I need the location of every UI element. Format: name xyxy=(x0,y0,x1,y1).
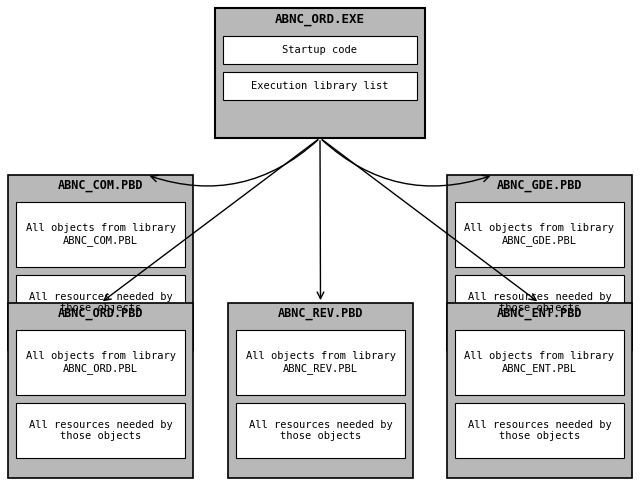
Bar xyxy=(223,36,417,64)
Text: All resources needed by
those objects: All resources needed by those objects xyxy=(248,420,392,441)
Bar xyxy=(223,72,417,100)
Text: ABNC_COM.PBD: ABNC_COM.PBD xyxy=(58,180,143,193)
Bar xyxy=(236,330,405,395)
Bar xyxy=(8,175,193,350)
Bar xyxy=(228,303,413,478)
Bar xyxy=(8,303,193,478)
Text: All objects from library
ABNC_ENT.PBL: All objects from library ABNC_ENT.PBL xyxy=(465,351,614,374)
Bar xyxy=(455,330,624,395)
Text: ABNC_GDE.PBD: ABNC_GDE.PBD xyxy=(497,180,582,193)
Text: All resources needed by
those objects: All resources needed by those objects xyxy=(29,420,172,441)
Bar xyxy=(16,330,185,395)
Text: All objects from library
ABNC_ORD.PBL: All objects from library ABNC_ORD.PBL xyxy=(26,351,175,374)
Text: Startup code: Startup code xyxy=(282,45,358,55)
Bar xyxy=(455,202,624,267)
Text: ABNC_REV.PBD: ABNC_REV.PBD xyxy=(278,307,364,320)
Bar xyxy=(455,275,624,330)
Text: ABNC_ORD.PBD: ABNC_ORD.PBD xyxy=(58,307,143,320)
Text: ABNC_ORD.EXE: ABNC_ORD.EXE xyxy=(275,13,365,26)
Bar xyxy=(215,8,425,138)
Text: All resources needed by
those objects: All resources needed by those objects xyxy=(468,292,611,313)
Bar xyxy=(16,403,185,458)
Text: All resources needed by
those objects: All resources needed by those objects xyxy=(29,292,172,313)
Text: All objects from library
ABNC_COM.PBL: All objects from library ABNC_COM.PBL xyxy=(26,223,175,246)
Text: All resources needed by
those objects: All resources needed by those objects xyxy=(468,420,611,441)
Bar xyxy=(16,202,185,267)
Bar xyxy=(16,275,185,330)
Bar xyxy=(455,403,624,458)
Text: All objects from library
ABNC_GDE.PBL: All objects from library ABNC_GDE.PBL xyxy=(465,223,614,246)
Bar xyxy=(447,175,632,350)
Text: Execution library list: Execution library list xyxy=(252,81,388,91)
Bar xyxy=(447,303,632,478)
Text: All objects from library
ABNC_REV.PBL: All objects from library ABNC_REV.PBL xyxy=(246,351,396,374)
Text: ABNC_ENT.PBD: ABNC_ENT.PBD xyxy=(497,307,582,320)
Bar xyxy=(236,403,405,458)
